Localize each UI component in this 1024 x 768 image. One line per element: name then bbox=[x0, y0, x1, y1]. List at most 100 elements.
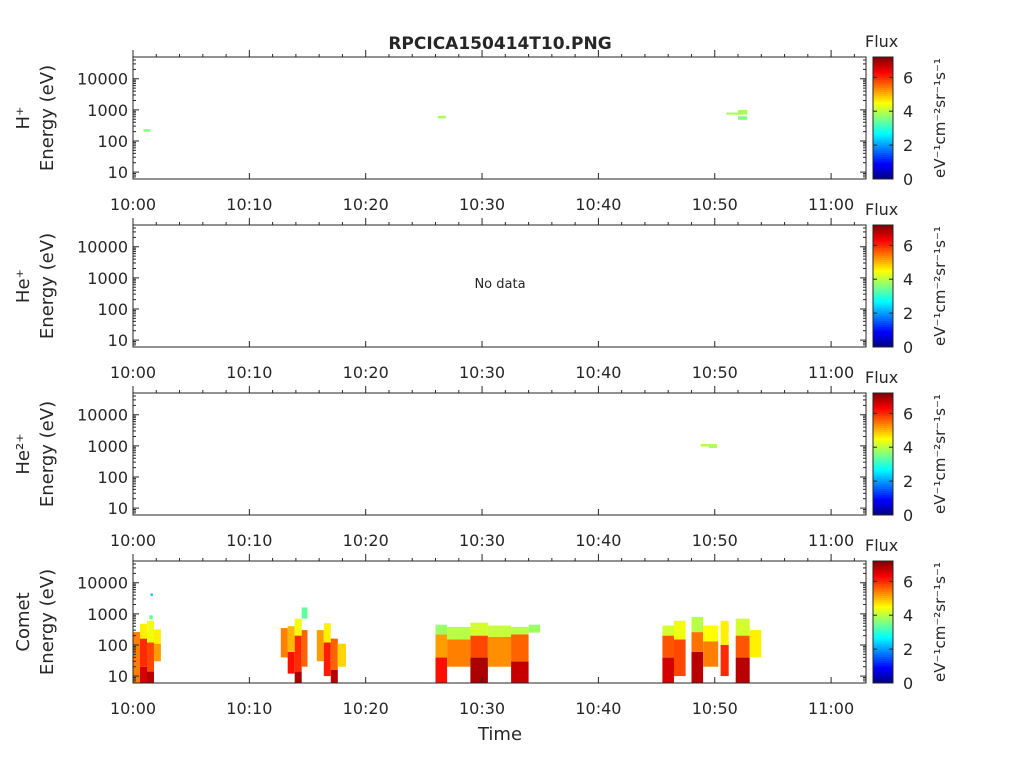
heatmap-cell bbox=[149, 615, 153, 620]
heatmap-cell bbox=[470, 622, 488, 636]
colorbar-segment bbox=[873, 148, 893, 151]
colorbar-segment bbox=[873, 573, 893, 576]
heatmap-cell bbox=[437, 115, 446, 119]
x-tick-label: 10:10 bbox=[226, 699, 272, 718]
colorbar-segment bbox=[873, 174, 893, 178]
colorbar-segment bbox=[873, 628, 893, 631]
colorbar-unit-label: eV⁻¹cm⁻²sr⁻¹s⁻¹ bbox=[931, 562, 949, 682]
colorbar-segment bbox=[873, 273, 893, 277]
colorbar-segment bbox=[873, 113, 893, 117]
y-axis-label: Energy (eV) bbox=[37, 233, 58, 339]
colorbar-segment bbox=[873, 142, 893, 145]
heatmap-cell bbox=[323, 623, 331, 643]
colorbar-segment bbox=[873, 510, 893, 514]
colorbar-segment bbox=[873, 680, 893, 684]
colorbar-segment bbox=[873, 150, 893, 153]
colorbar-segment bbox=[873, 393, 893, 396]
colorbar-segment bbox=[873, 126, 893, 129]
colorbar-segment bbox=[873, 401, 893, 404]
colorbar-segment bbox=[873, 417, 893, 420]
heatmap-cell bbox=[726, 112, 738, 115]
colorbar-segment bbox=[873, 449, 893, 453]
species-label: H⁺ bbox=[13, 106, 34, 129]
heatmap-cell bbox=[735, 635, 750, 658]
colorbar-segment bbox=[873, 263, 893, 267]
colorbar-segment bbox=[873, 676, 893, 680]
y-axis-label: Energy (eV) bbox=[37, 569, 58, 675]
colorbar-segment bbox=[873, 642, 893, 645]
colorbar-segment bbox=[873, 474, 893, 477]
colorbar-segment bbox=[873, 233, 893, 236]
colorbar-segment bbox=[873, 271, 893, 275]
heatmap-cell bbox=[528, 624, 541, 633]
colorbar-segment bbox=[873, 619, 893, 623]
colorbar-tick-label: 6 bbox=[903, 68, 913, 87]
colorbar-segment bbox=[873, 310, 893, 313]
colorbar-segment bbox=[873, 654, 893, 657]
colorbar-segment bbox=[873, 75, 893, 78]
colorbar: 0 2 4 6 Flux eV⁻¹cm⁻²sr⁻¹s⁻¹ bbox=[865, 200, 949, 357]
colorbar-segment bbox=[873, 496, 893, 500]
colorbar-segment bbox=[873, 466, 893, 469]
colorbar-unit-label: eV⁻¹cm⁻²sr⁻¹s⁻¹ bbox=[931, 394, 949, 514]
colorbar-tick-label: 6 bbox=[903, 404, 913, 423]
colorbar-segment bbox=[873, 115, 893, 119]
colorbar-tick-label: 0 bbox=[903, 506, 913, 525]
colorbar: 0 2 4 6 Flux eV⁻¹cm⁻²sr⁻¹s⁻¹ bbox=[865, 32, 949, 189]
colorbar-segment bbox=[873, 429, 893, 433]
colorbar-segment bbox=[873, 146, 893, 149]
colorbar-segment bbox=[873, 338, 893, 342]
colorbar-segment bbox=[873, 636, 893, 639]
colorbar-tick-label: 4 bbox=[903, 270, 913, 289]
colorbar-segment bbox=[873, 581, 893, 584]
colorbar-segment bbox=[873, 79, 893, 82]
heatmap-cell bbox=[738, 109, 748, 115]
colorbar-segment bbox=[873, 93, 893, 97]
y-tick-label: 10 bbox=[108, 499, 128, 518]
colorbar-segment bbox=[873, 136, 893, 139]
heatmap-cell bbox=[280, 628, 288, 658]
x-tick-label: 10:30 bbox=[459, 531, 505, 550]
colorbar-segment bbox=[873, 160, 893, 164]
colorbar-segment bbox=[873, 91, 893, 94]
colorbar-title: Flux bbox=[865, 368, 898, 387]
heatmap-cell bbox=[703, 625, 719, 642]
colorbar-segment bbox=[873, 65, 893, 68]
colorbar-segment bbox=[873, 500, 893, 504]
colorbar-segment bbox=[873, 69, 893, 72]
colorbar-frame bbox=[872, 224, 894, 348]
colorbar-segment bbox=[873, 288, 893, 291]
colorbar-segment bbox=[873, 81, 893, 84]
colorbar-segment bbox=[873, 247, 893, 250]
heatmap-cells bbox=[133, 593, 762, 683]
colorbar-segment bbox=[873, 59, 893, 62]
colorbar-frame bbox=[872, 56, 894, 180]
colorbar-segment bbox=[873, 605, 893, 609]
colorbar-segment bbox=[873, 504, 893, 508]
colorbar-segment bbox=[873, 397, 893, 400]
colorbar-segment bbox=[873, 298, 893, 301]
x-tick-label: 10:40 bbox=[575, 531, 621, 550]
colorbar-segment bbox=[873, 277, 893, 281]
colorbar-segment bbox=[873, 577, 893, 580]
x-tick-label: 10:20 bbox=[343, 195, 389, 214]
heatmap-cell bbox=[294, 635, 302, 672]
colorbar-segment bbox=[873, 395, 893, 398]
colorbar-segment bbox=[873, 409, 893, 412]
colorbar-segment bbox=[873, 322, 893, 326]
heatmap-cell bbox=[447, 639, 471, 667]
colorbar-segment bbox=[873, 502, 893, 506]
colorbar-segment bbox=[873, 565, 893, 568]
colorbar-segment bbox=[873, 593, 893, 596]
no-data-note: No data bbox=[474, 277, 525, 292]
heatmap-cell bbox=[662, 635, 674, 658]
colorbar-segment bbox=[873, 486, 893, 489]
colorbar-segment bbox=[873, 512, 893, 516]
colorbar-segment bbox=[873, 632, 893, 635]
colorbar-segment bbox=[873, 101, 893, 105]
plot-frame bbox=[132, 224, 867, 348]
colorbar-unit-label: eV⁻¹cm⁻²sr⁻¹s⁻¹ bbox=[931, 226, 949, 346]
colorbar-segment bbox=[873, 644, 893, 647]
colorbar-segment bbox=[873, 498, 893, 502]
colorbar-segment bbox=[873, 601, 893, 605]
